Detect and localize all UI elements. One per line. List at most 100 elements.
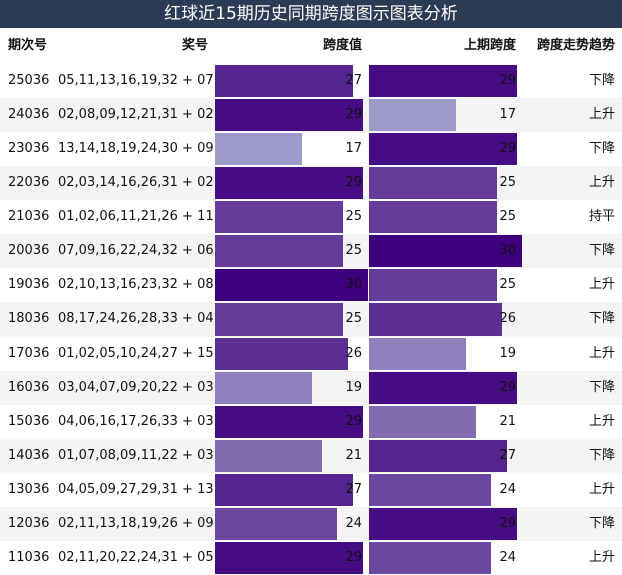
cell-text: 18036 <box>8 311 50 327</box>
column-header: 跨度走势趋势 <box>536 38 615 53</box>
data-bar <box>369 303 502 336</box>
cell-text: 29 <box>345 107 362 123</box>
data-bar <box>215 507 338 540</box>
cell-text: 22036 <box>8 175 50 191</box>
cell-text: 29 <box>345 175 362 191</box>
cell-text: 17 <box>499 107 516 123</box>
cell-text: 29 <box>499 515 516 531</box>
data-bar <box>369 473 492 506</box>
title: 红球近15期历史同期跨度图示图表分析 <box>0 0 622 28</box>
table-row: 24036 02,08,09,12,21,31 + 02 29 17 上升 <box>0 98 622 133</box>
data-bar <box>369 99 456 132</box>
table-row: 22036 02,03,14,16,26,31 + 02 29 25 上升 <box>0 166 622 201</box>
cell-text: 05,11,13,16,19,32 + 07 <box>58 73 214 88</box>
cell-text: 30 <box>345 277 362 293</box>
table-row: 12036 02,11,13,18,19,26 + 09 24 29 下降 <box>0 506 622 541</box>
cell-text: 15036 <box>8 413 50 429</box>
cell-text: 17 <box>345 141 362 157</box>
cell-text: 24036 <box>8 107 50 123</box>
cell-text: 下降 <box>588 243 615 259</box>
cell-text: 08,17,24,26,28,33 + 04 <box>58 311 214 327</box>
data-bar <box>215 439 323 472</box>
cell-text: 24 <box>499 549 516 565</box>
cell-text: 13036 <box>8 481 50 497</box>
data-bar <box>369 371 517 404</box>
data-bar <box>369 201 497 234</box>
table-row: 25036 05,11,13,16,19,32 + 07 27 29 下降 <box>0 64 622 99</box>
cell-text: 25 <box>499 209 516 225</box>
data-bar <box>369 507 517 540</box>
data-bar <box>369 269 497 302</box>
cell-text: 25 <box>345 243 362 259</box>
cell-text: 20036 <box>8 243 50 259</box>
table-row: 20036 07,09,16,22,24,32 + 06 25 30 下降 <box>0 234 622 269</box>
cell-text: 29 <box>499 73 516 88</box>
data-bar <box>215 541 363 575</box>
column-header: 期次号 <box>8 38 48 53</box>
cell-text: 02,11,13,18,19,26 + 09 <box>58 515 214 531</box>
data-bar <box>215 235 343 268</box>
cell-text: 07,09,16,22,24,32 + 06 <box>58 243 214 259</box>
cell-text: 27 <box>345 73 362 88</box>
cell-text: 上升 <box>588 413 615 429</box>
cell-text: 04,05,09,27,29,31 + 13 <box>58 481 214 497</box>
table-row: 16036 03,04,07,09,20,22 + 03 19 29 下降 <box>0 370 622 405</box>
data-bar <box>369 167 497 200</box>
cell-text: 24 <box>345 515 362 531</box>
cell-text: 24 <box>499 481 516 497</box>
data-bar <box>215 337 348 370</box>
cell-text: 下降 <box>588 379 615 395</box>
table: 期次号 奖号 跨度值 上期跨度 跨度走势趋势 25036 05,11,13,16,19,32… <box>0 28 622 575</box>
data-bar <box>215 167 363 200</box>
cell-text: 21036 <box>8 209 50 225</box>
cell-text: 02,03,14,16,26,31 + 02 <box>58 175 214 191</box>
cell-text: 19 <box>345 379 362 395</box>
cell-text: 01,02,06,11,21,26 + 11 <box>58 209 214 225</box>
cell-text: 26 <box>345 345 362 361</box>
cell-text: 25 <box>499 175 516 191</box>
cell-text: 13,14,18,19,24,30 + 09 <box>58 141 214 157</box>
cell-text: 26 <box>499 311 516 327</box>
cell-text: 14036 <box>8 447 50 463</box>
cell-text: 下降 <box>588 311 615 327</box>
cell-text: 21 <box>345 447 362 463</box>
cell-text: 12036 <box>8 515 50 531</box>
table-row: 13036 04,05,09,27,29,31 + 13 27 24 上升 <box>0 472 622 507</box>
cell-text: 02,10,13,16,23,32 + 08 <box>58 277 214 293</box>
cell-text: 持平 <box>588 209 615 225</box>
cell-text: 19036 <box>8 277 50 293</box>
cell-text: 29 <box>345 549 362 565</box>
cell-text: 03,04,07,09,20,22 + 03 <box>58 379 214 395</box>
cell-text: 30 <box>499 243 516 259</box>
data-bar <box>369 541 492 575</box>
cell-text: 下降 <box>588 515 615 531</box>
data-bar <box>215 269 368 302</box>
cell-text: 01,02,05,10,24,27 + 15 <box>58 345 214 361</box>
data-bar <box>369 235 522 268</box>
cell-text: 下降 <box>588 73 615 88</box>
cell-text: 02,11,20,22,24,31 + 05 <box>58 549 214 565</box>
cell-text: 21 <box>499 413 516 429</box>
data-bar <box>369 65 517 98</box>
data-bar <box>215 99 363 132</box>
table-row: 23036 13,14,18,19,24,30 + 09 17 29 下降 <box>0 132 622 167</box>
data-bar <box>215 133 302 166</box>
cell-text: 16036 <box>8 379 50 395</box>
table-row: 11036 02,11,20,22,24,31 + 05 29 24 上升 <box>0 540 622 575</box>
cell-text: 17036 <box>8 345 50 361</box>
data-bar <box>215 201 343 234</box>
data-bar <box>215 405 363 438</box>
cell-text: 01,07,08,09,11,22 + 03 <box>58 447 214 463</box>
data-bar <box>215 473 353 506</box>
table-row: 14036 01,07,08,09,11,22 + 03 21 27 下降 <box>0 438 622 473</box>
cell-text: 25036 <box>8 73 50 88</box>
data-bar <box>215 303 343 336</box>
cell-text: 02,08,09,12,21,31 + 02 <box>58 107 214 123</box>
table-row: 21036 01,02,06,11,21,26 + 11 25 25 持平 <box>0 200 622 235</box>
table-row: 15036 04,06,16,17,26,33 + 03 29 21 上升 <box>0 404 622 439</box>
data-bar <box>369 439 507 472</box>
cell-text: 29 <box>499 379 516 395</box>
data-bar <box>215 371 312 404</box>
cell-text: 23036 <box>8 141 50 157</box>
